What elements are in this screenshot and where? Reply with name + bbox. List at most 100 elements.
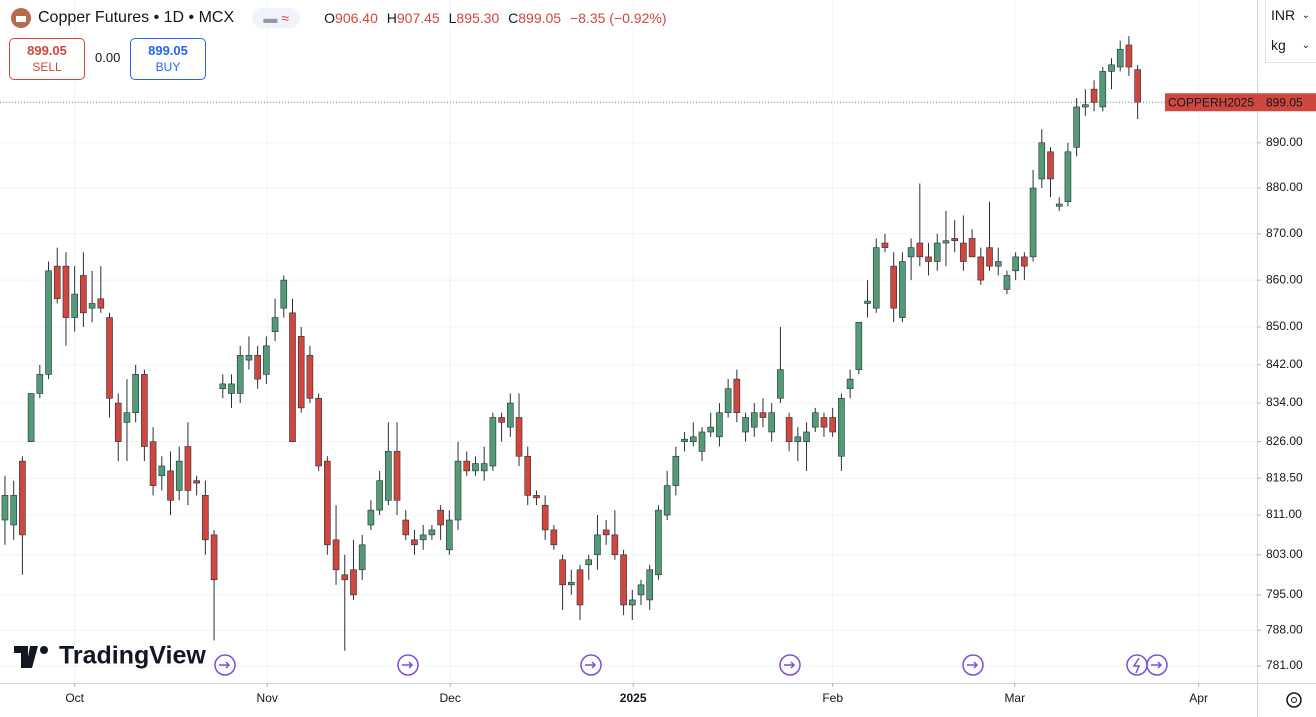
event-icon[interactable] bbox=[962, 654, 984, 676]
candle-body bbox=[594, 534, 601, 556]
ohlc-key: O bbox=[324, 10, 336, 26]
candle-body bbox=[620, 554, 627, 606]
candle-body bbox=[1064, 151, 1072, 203]
ohlc-value: 906.40 bbox=[335, 10, 378, 26]
candle-body bbox=[236, 355, 244, 394]
candle-body bbox=[890, 265, 897, 309]
candle-body bbox=[10, 495, 17, 526]
candle-body bbox=[141, 374, 148, 447]
candle-body bbox=[385, 451, 392, 501]
event-icon[interactable] bbox=[779, 654, 801, 676]
candle-body bbox=[454, 460, 462, 521]
symbol-tag-text: COPPERH2025 bbox=[1168, 95, 1254, 109]
event-icon[interactable] bbox=[1146, 654, 1168, 676]
ohlc-key: L bbox=[448, 10, 457, 26]
buy-button[interactable]: 899.05 BUY bbox=[130, 38, 206, 80]
candle-body bbox=[559, 559, 566, 586]
y-tick-label: 826.00 bbox=[1266, 434, 1303, 448]
candle-body bbox=[71, 293, 78, 318]
candle-body bbox=[149, 441, 157, 486]
candle-body bbox=[759, 412, 767, 418]
candle-body bbox=[210, 534, 218, 581]
price-tag bbox=[1257, 93, 1316, 112]
candle-body bbox=[1021, 256, 1028, 267]
events[interactable] bbox=[214, 654, 1168, 676]
logo-dot bbox=[40, 646, 48, 654]
candle-body bbox=[933, 242, 941, 262]
y-tick-label: 860.00 bbox=[1266, 272, 1303, 286]
settings-icon[interactable] bbox=[1286, 692, 1302, 708]
candle-body bbox=[1038, 142, 1046, 180]
candle-body bbox=[925, 256, 932, 262]
y-tick-label: 880.00 bbox=[1266, 180, 1303, 194]
event-icon[interactable] bbox=[214, 654, 236, 676]
candle-body bbox=[193, 480, 200, 484]
candle-body bbox=[637, 584, 645, 596]
y-tick-label: 781.00 bbox=[1266, 658, 1303, 672]
candle-body bbox=[977, 256, 985, 281]
candle-body bbox=[263, 345, 270, 375]
x-tick-label: Oct bbox=[65, 691, 84, 705]
candle-body bbox=[907, 247, 915, 258]
unit-selector[interactable]: INR ⌄ kg ⌄ bbox=[1265, 0, 1316, 63]
candle-body bbox=[306, 355, 314, 399]
event-icon[interactable] bbox=[580, 654, 602, 676]
candle-body bbox=[1099, 71, 1107, 108]
pill[interactable]: ▬ ≈ bbox=[252, 8, 301, 28]
candle-body bbox=[585, 559, 593, 566]
candle-body bbox=[533, 495, 540, 499]
candle-body bbox=[716, 412, 723, 438]
sell-button[interactable]: 899.05 SELL bbox=[9, 38, 85, 80]
candle-body bbox=[655, 509, 662, 576]
candle-body bbox=[724, 388, 732, 413]
price-tag-text: 899.05 bbox=[1266, 95, 1303, 109]
candle-body bbox=[184, 446, 192, 491]
candle-body bbox=[315, 397, 322, 467]
candle-body bbox=[768, 412, 775, 433]
candle-body bbox=[219, 383, 227, 389]
candle-body bbox=[838, 397, 845, 457]
ohlc-value: 895.30 bbox=[456, 10, 500, 26]
candle-body bbox=[489, 417, 497, 467]
candle-body bbox=[872, 247, 880, 309]
settings-gear[interactable] bbox=[1286, 692, 1302, 708]
candle-body bbox=[245, 355, 253, 361]
candle-body bbox=[1125, 44, 1133, 68]
candle-body bbox=[97, 298, 105, 309]
candle-body bbox=[829, 417, 836, 433]
candle-body bbox=[855, 321, 863, 370]
x-tick-label: Dec bbox=[440, 691, 461, 705]
event-arrow bbox=[219, 657, 1163, 674]
candle-body bbox=[576, 569, 584, 606]
change: −8.35 (−0.92%) bbox=[569, 10, 667, 26]
candle-body bbox=[628, 599, 636, 606]
event-icon[interactable] bbox=[397, 654, 419, 676]
candle-body bbox=[393, 451, 401, 501]
candle-body bbox=[19, 460, 26, 536]
candle-body bbox=[672, 455, 680, 486]
candle-body bbox=[515, 417, 523, 457]
candle-body bbox=[350, 569, 357, 596]
candle-body bbox=[899, 261, 906, 318]
candle-body bbox=[36, 374, 44, 394]
candle-body bbox=[106, 317, 113, 399]
candle-body bbox=[1003, 275, 1011, 290]
candle-body bbox=[663, 485, 671, 516]
candle-body bbox=[297, 336, 305, 409]
logo-mark bbox=[14, 646, 38, 668]
candle-body bbox=[742, 417, 749, 433]
symbol-title[interactable]: Copper Futures • 1D • MCX bbox=[38, 9, 235, 26]
candle-body bbox=[524, 455, 532, 496]
unit[interactable]: kg ⌄ bbox=[1271, 37, 1310, 53]
candle-body bbox=[1055, 203, 1063, 207]
candle-body bbox=[951, 238, 958, 242]
candle-body bbox=[428, 529, 436, 536]
candle-body bbox=[158, 465, 166, 477]
candle-body bbox=[1116, 49, 1124, 68]
candle-body bbox=[254, 355, 261, 380]
currency[interactable]: INR ⌄ bbox=[1271, 7, 1310, 23]
candle-body bbox=[986, 247, 993, 267]
buy-label: BUY bbox=[155, 60, 181, 74]
candle-body bbox=[568, 582, 575, 586]
